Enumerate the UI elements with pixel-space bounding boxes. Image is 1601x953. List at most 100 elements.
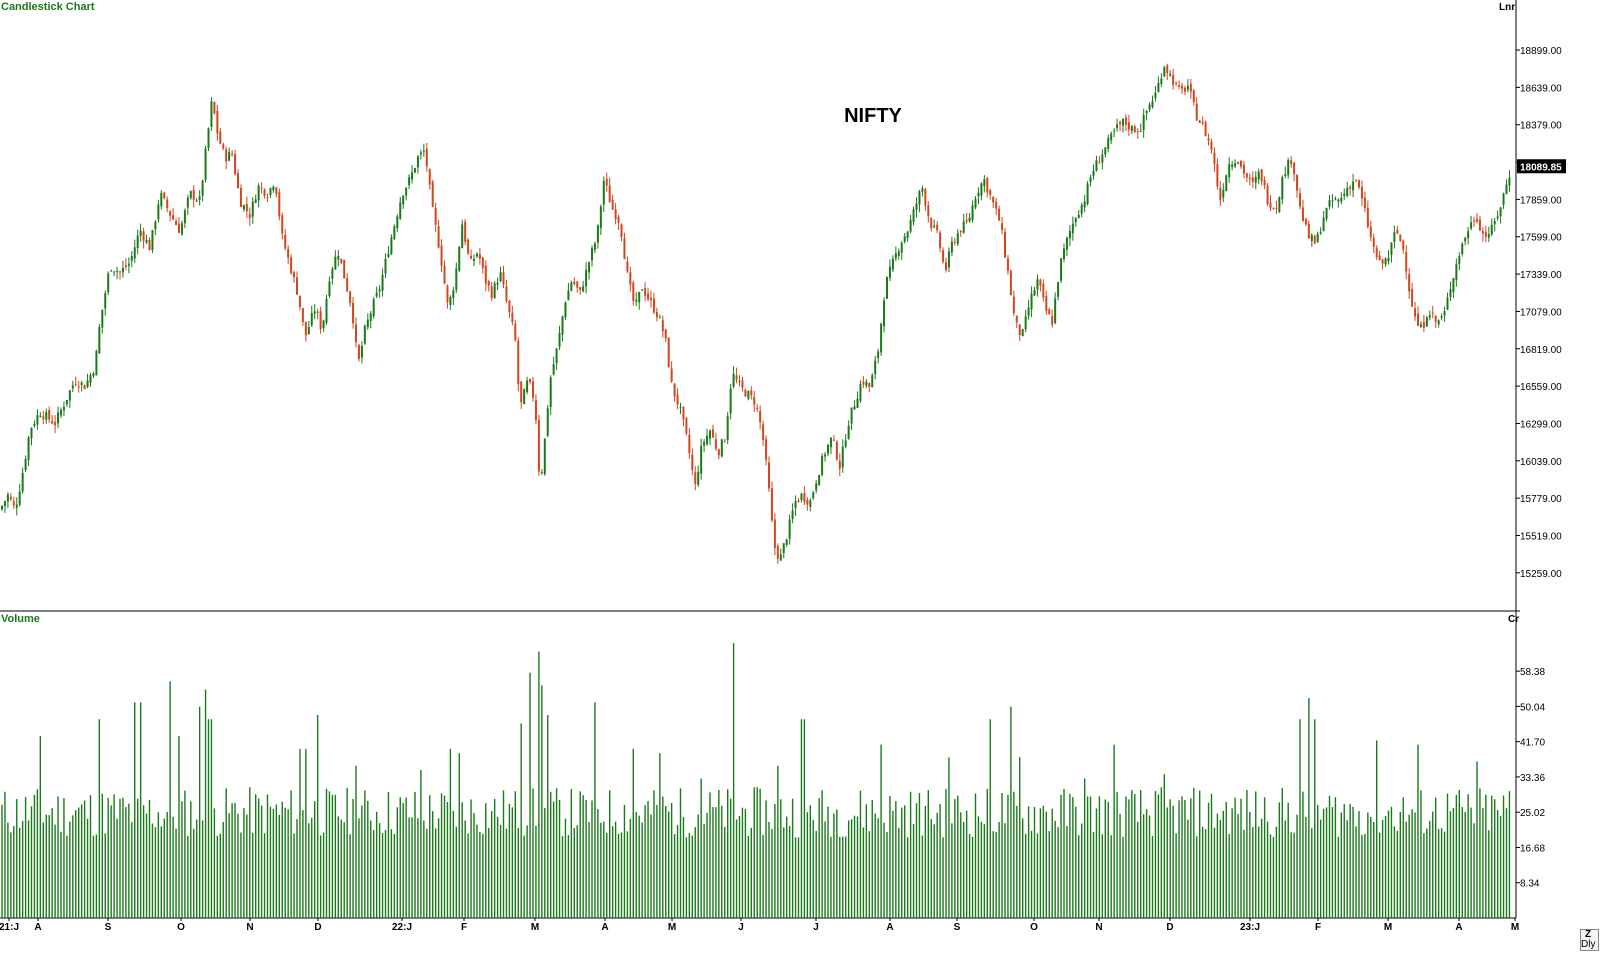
candle <box>912 209 915 222</box>
candle <box>673 383 676 397</box>
candle <box>1358 180 1360 188</box>
candle <box>750 390 753 396</box>
candle <box>198 196 201 200</box>
candle <box>278 192 281 217</box>
candle <box>936 224 939 231</box>
candle <box>782 543 785 554</box>
candle <box>658 317 661 319</box>
candle <box>12 501 15 506</box>
candle <box>800 493 803 501</box>
candle <box>1033 290 1036 296</box>
candle <box>511 312 514 322</box>
candle <box>505 286 508 301</box>
price-ytick-label: 16299.00 <box>1520 419 1562 430</box>
candle <box>670 368 673 382</box>
candle <box>968 217 971 222</box>
candle <box>1169 73 1172 76</box>
price-ytick-label: 17079.00 <box>1520 307 1562 318</box>
candle <box>617 216 620 223</box>
candle <box>1481 231 1484 234</box>
candle <box>375 292 378 297</box>
candle <box>234 154 237 174</box>
candle <box>856 398 859 408</box>
candle <box>1396 229 1399 234</box>
candle <box>387 253 390 258</box>
period-button[interactable]: Z Dly <box>1580 929 1599 951</box>
candle <box>815 483 818 491</box>
xtick-label: D <box>314 922 321 933</box>
candle <box>231 153 234 155</box>
volume-ytick-label: 41.70 <box>1520 738 1545 749</box>
candle <box>685 418 688 434</box>
candle <box>697 471 700 485</box>
candle <box>1381 259 1384 264</box>
candle <box>89 374 92 384</box>
candle <box>124 265 127 267</box>
candle <box>602 181 605 205</box>
candle <box>523 389 526 405</box>
candle <box>717 449 720 456</box>
candle <box>1225 175 1228 192</box>
candle <box>1004 231 1006 258</box>
candle <box>116 270 119 273</box>
candle <box>821 456 824 475</box>
candle <box>290 257 293 274</box>
candle <box>1139 130 1142 132</box>
candle <box>3 501 6 506</box>
candle <box>15 504 18 508</box>
candle <box>416 156 419 168</box>
candle <box>74 383 77 385</box>
candle <box>360 345 363 358</box>
candle <box>614 209 617 220</box>
candle <box>1304 218 1307 225</box>
price-ytick-label: 18639.00 <box>1520 83 1562 94</box>
candle <box>443 265 446 284</box>
candle <box>71 385 74 389</box>
xtick-label: A <box>1455 922 1462 933</box>
xtick-label: M <box>1384 922 1392 933</box>
candle <box>1204 122 1207 137</box>
candle <box>452 290 455 298</box>
candle <box>1366 207 1369 227</box>
candle <box>794 501 797 509</box>
candle <box>835 441 838 460</box>
candle <box>832 439 835 441</box>
candle <box>667 337 670 368</box>
candle <box>877 351 880 359</box>
candle <box>363 326 366 344</box>
candle <box>1473 220 1476 222</box>
candle <box>166 199 169 209</box>
candle <box>68 390 71 401</box>
candle <box>133 247 136 259</box>
candle <box>186 197 189 208</box>
candle <box>1461 243 1464 254</box>
candle <box>1375 248 1378 258</box>
candle <box>478 254 481 259</box>
candle <box>593 243 596 250</box>
xtick-label: N <box>1095 922 1102 933</box>
candle <box>1369 226 1372 238</box>
candle <box>1355 179 1358 181</box>
candle <box>1130 125 1133 131</box>
candle <box>1189 83 1192 92</box>
price-scale-type[interactable]: Lnr <box>1499 2 1516 13</box>
candle <box>732 373 735 387</box>
candle <box>180 223 183 235</box>
candle <box>1036 279 1039 290</box>
candle <box>104 293 107 309</box>
candle <box>546 408 549 436</box>
candle <box>894 253 897 259</box>
candle <box>762 424 765 440</box>
candle <box>210 101 213 127</box>
candle <box>1449 289 1452 297</box>
candle <box>1275 208 1278 210</box>
volume-ytick-label: 33.36 <box>1520 773 1545 784</box>
candle <box>529 379 532 383</box>
volume-scale-unit[interactable]: Cr <box>1508 614 1520 625</box>
candle <box>1074 218 1077 223</box>
candle <box>986 177 989 193</box>
candle <box>431 181 434 207</box>
candle <box>1077 214 1080 219</box>
candle <box>352 302 355 324</box>
